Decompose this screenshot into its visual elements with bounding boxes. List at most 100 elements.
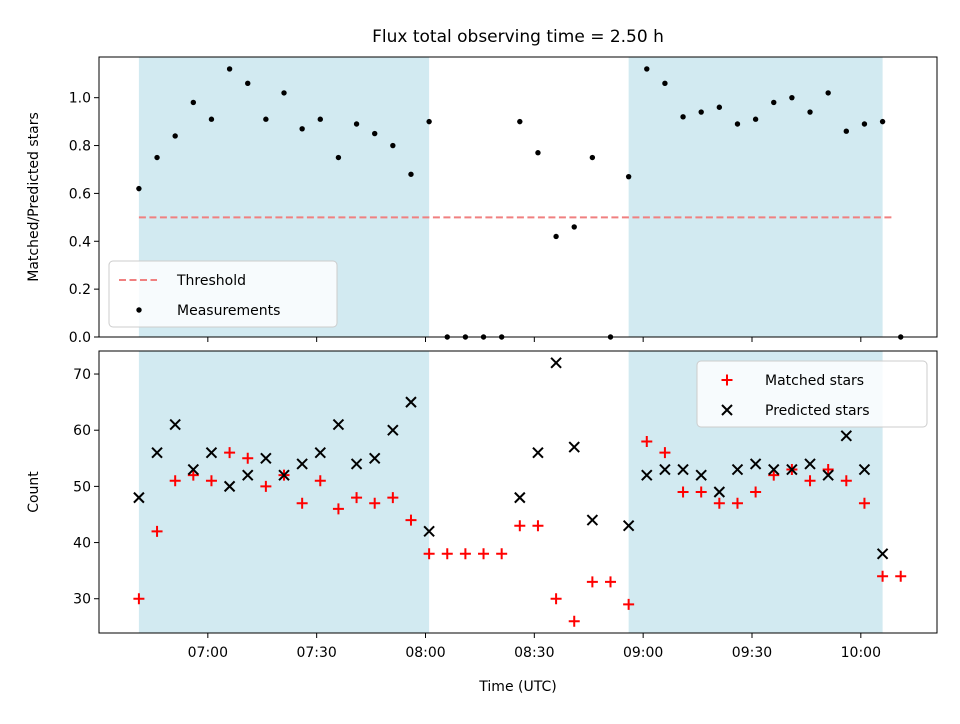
measurement-point (299, 126, 305, 132)
x-tick-label: 09:00 (623, 645, 663, 661)
matched-star-point (169, 475, 181, 487)
predicted-star-point (840, 430, 853, 442)
count-legend-box (696, 360, 928, 428)
predicted-star-point (731, 463, 744, 476)
count-y-tick-label: 60 (73, 423, 91, 439)
x-tick-label: 07:00 (188, 645, 228, 661)
matched-star-point (713, 497, 725, 509)
x-tick-label: 08:00 (405, 645, 445, 661)
ratio-y-tick-label: 0.8 (69, 139, 91, 155)
predicted-star-point (205, 446, 218, 459)
matched-star-point (532, 520, 544, 532)
matched-star-point (804, 475, 816, 487)
predicted-star-point (350, 458, 363, 470)
ratio-y-tick-label: 0.4 (69, 234, 91, 250)
predicted-star-point (768, 463, 780, 476)
measurement-point (698, 109, 704, 115)
matched-star-point (314, 475, 326, 487)
measurement-point (879, 118, 886, 125)
predicted-star-point (314, 446, 326, 459)
matched-star-point (423, 548, 435, 560)
matched-star-point (858, 497, 870, 509)
matched-star-point (768, 469, 780, 481)
matched-star-point (496, 548, 508, 560)
measurement-point (843, 128, 850, 134)
matched-star-point (405, 514, 417, 526)
count-y-tick-label: 40 (73, 536, 91, 552)
predicted-star-point (133, 491, 145, 504)
ratio-y-axis-label: Matched/Predicted stars (26, 112, 42, 282)
matched-star-point (260, 480, 272, 492)
x-tick-label: 08:30 (514, 645, 554, 661)
matched-star-point (351, 492, 363, 504)
count-y-axis-label: Count (26, 471, 42, 513)
matched-star-point (514, 520, 526, 532)
measurement-point (571, 224, 577, 230)
matched-star-point (296, 497, 308, 509)
predicted-star-point (260, 452, 272, 465)
predicted-star-point (568, 441, 580, 453)
predicted-star-point (187, 463, 200, 476)
x-tick-label: 10:00 (841, 645, 881, 661)
predicted-star-point (822, 469, 834, 481)
matched-star-point (840, 475, 852, 487)
measurement-point (190, 99, 197, 106)
measurement-point (353, 121, 360, 127)
matched-star-point (822, 464, 834, 476)
matched-star-point (151, 525, 163, 537)
matched-star-point (659, 447, 671, 459)
measurement-point (154, 154, 160, 161)
measurement-point (263, 116, 269, 122)
measurement-point (245, 80, 251, 87)
count-legend: Matched stars Predicted stars (696, 360, 928, 428)
matched-star-point (550, 593, 562, 605)
measurement-point (517, 118, 523, 125)
ratio-y-tick-label: 0.6 (69, 186, 91, 202)
measurement-point (752, 116, 759, 122)
ratio-panel: 0.0 0.2 0.4 0.6 0.8 1.0 Matched/Predicted star… (26, 56, 938, 346)
predicted-star-point (713, 486, 726, 498)
measurement-point (644, 66, 650, 72)
predicted-star-point (550, 357, 562, 369)
predicted-star-point (242, 469, 254, 481)
count-legend-label: Predicted stars (765, 403, 870, 419)
measurement-point (771, 99, 777, 106)
x-tick-label: 09:30 (732, 645, 772, 661)
predicted-star-point (278, 469, 290, 481)
predicted-star-point (532, 446, 544, 459)
predicted-star-point (387, 424, 399, 436)
matched-star-point (731, 497, 743, 509)
predicted-star-point (151, 446, 163, 459)
predicted-star-point (368, 452, 381, 465)
matched-star-point (459, 548, 471, 560)
predicted-star-point (876, 548, 889, 560)
predicted-star-point (332, 418, 345, 431)
count-y-tick-label: 30 (73, 592, 91, 608)
predicted-star-point (514, 491, 526, 504)
matched-star-point (605, 576, 617, 588)
matched-star-point (205, 475, 217, 487)
chart-title: Flux total observing time = 2.50 h (372, 27, 664, 47)
predicted-star-point (223, 480, 236, 493)
measurement-point (716, 104, 723, 110)
measurement-point (226, 66, 233, 72)
matched-star-point (623, 598, 635, 610)
measurement-point (553, 233, 559, 240)
x-axis-label: Time (UTC) (478, 679, 556, 695)
measurement-point (625, 173, 632, 180)
ratio-legend-box (108, 260, 338, 328)
predicted-star-point (677, 463, 689, 476)
count-axes-frame (98, 350, 938, 634)
measurement-point (426, 118, 432, 125)
matched-star-point (441, 548, 453, 560)
measurement-point (281, 90, 287, 96)
legend-measurement-swatch (136, 307, 142, 313)
measurement-point (535, 150, 541, 156)
ratio-legend: Threshold Measurements (108, 260, 338, 328)
ratio-y-tick-label: 0.0 (69, 330, 91, 346)
measurement-point (172, 133, 178, 139)
measurement-point (789, 94, 795, 101)
measurement-point (662, 80, 668, 87)
ratio-legend-label: Measurements (177, 303, 280, 319)
matched-star-point (895, 570, 907, 582)
